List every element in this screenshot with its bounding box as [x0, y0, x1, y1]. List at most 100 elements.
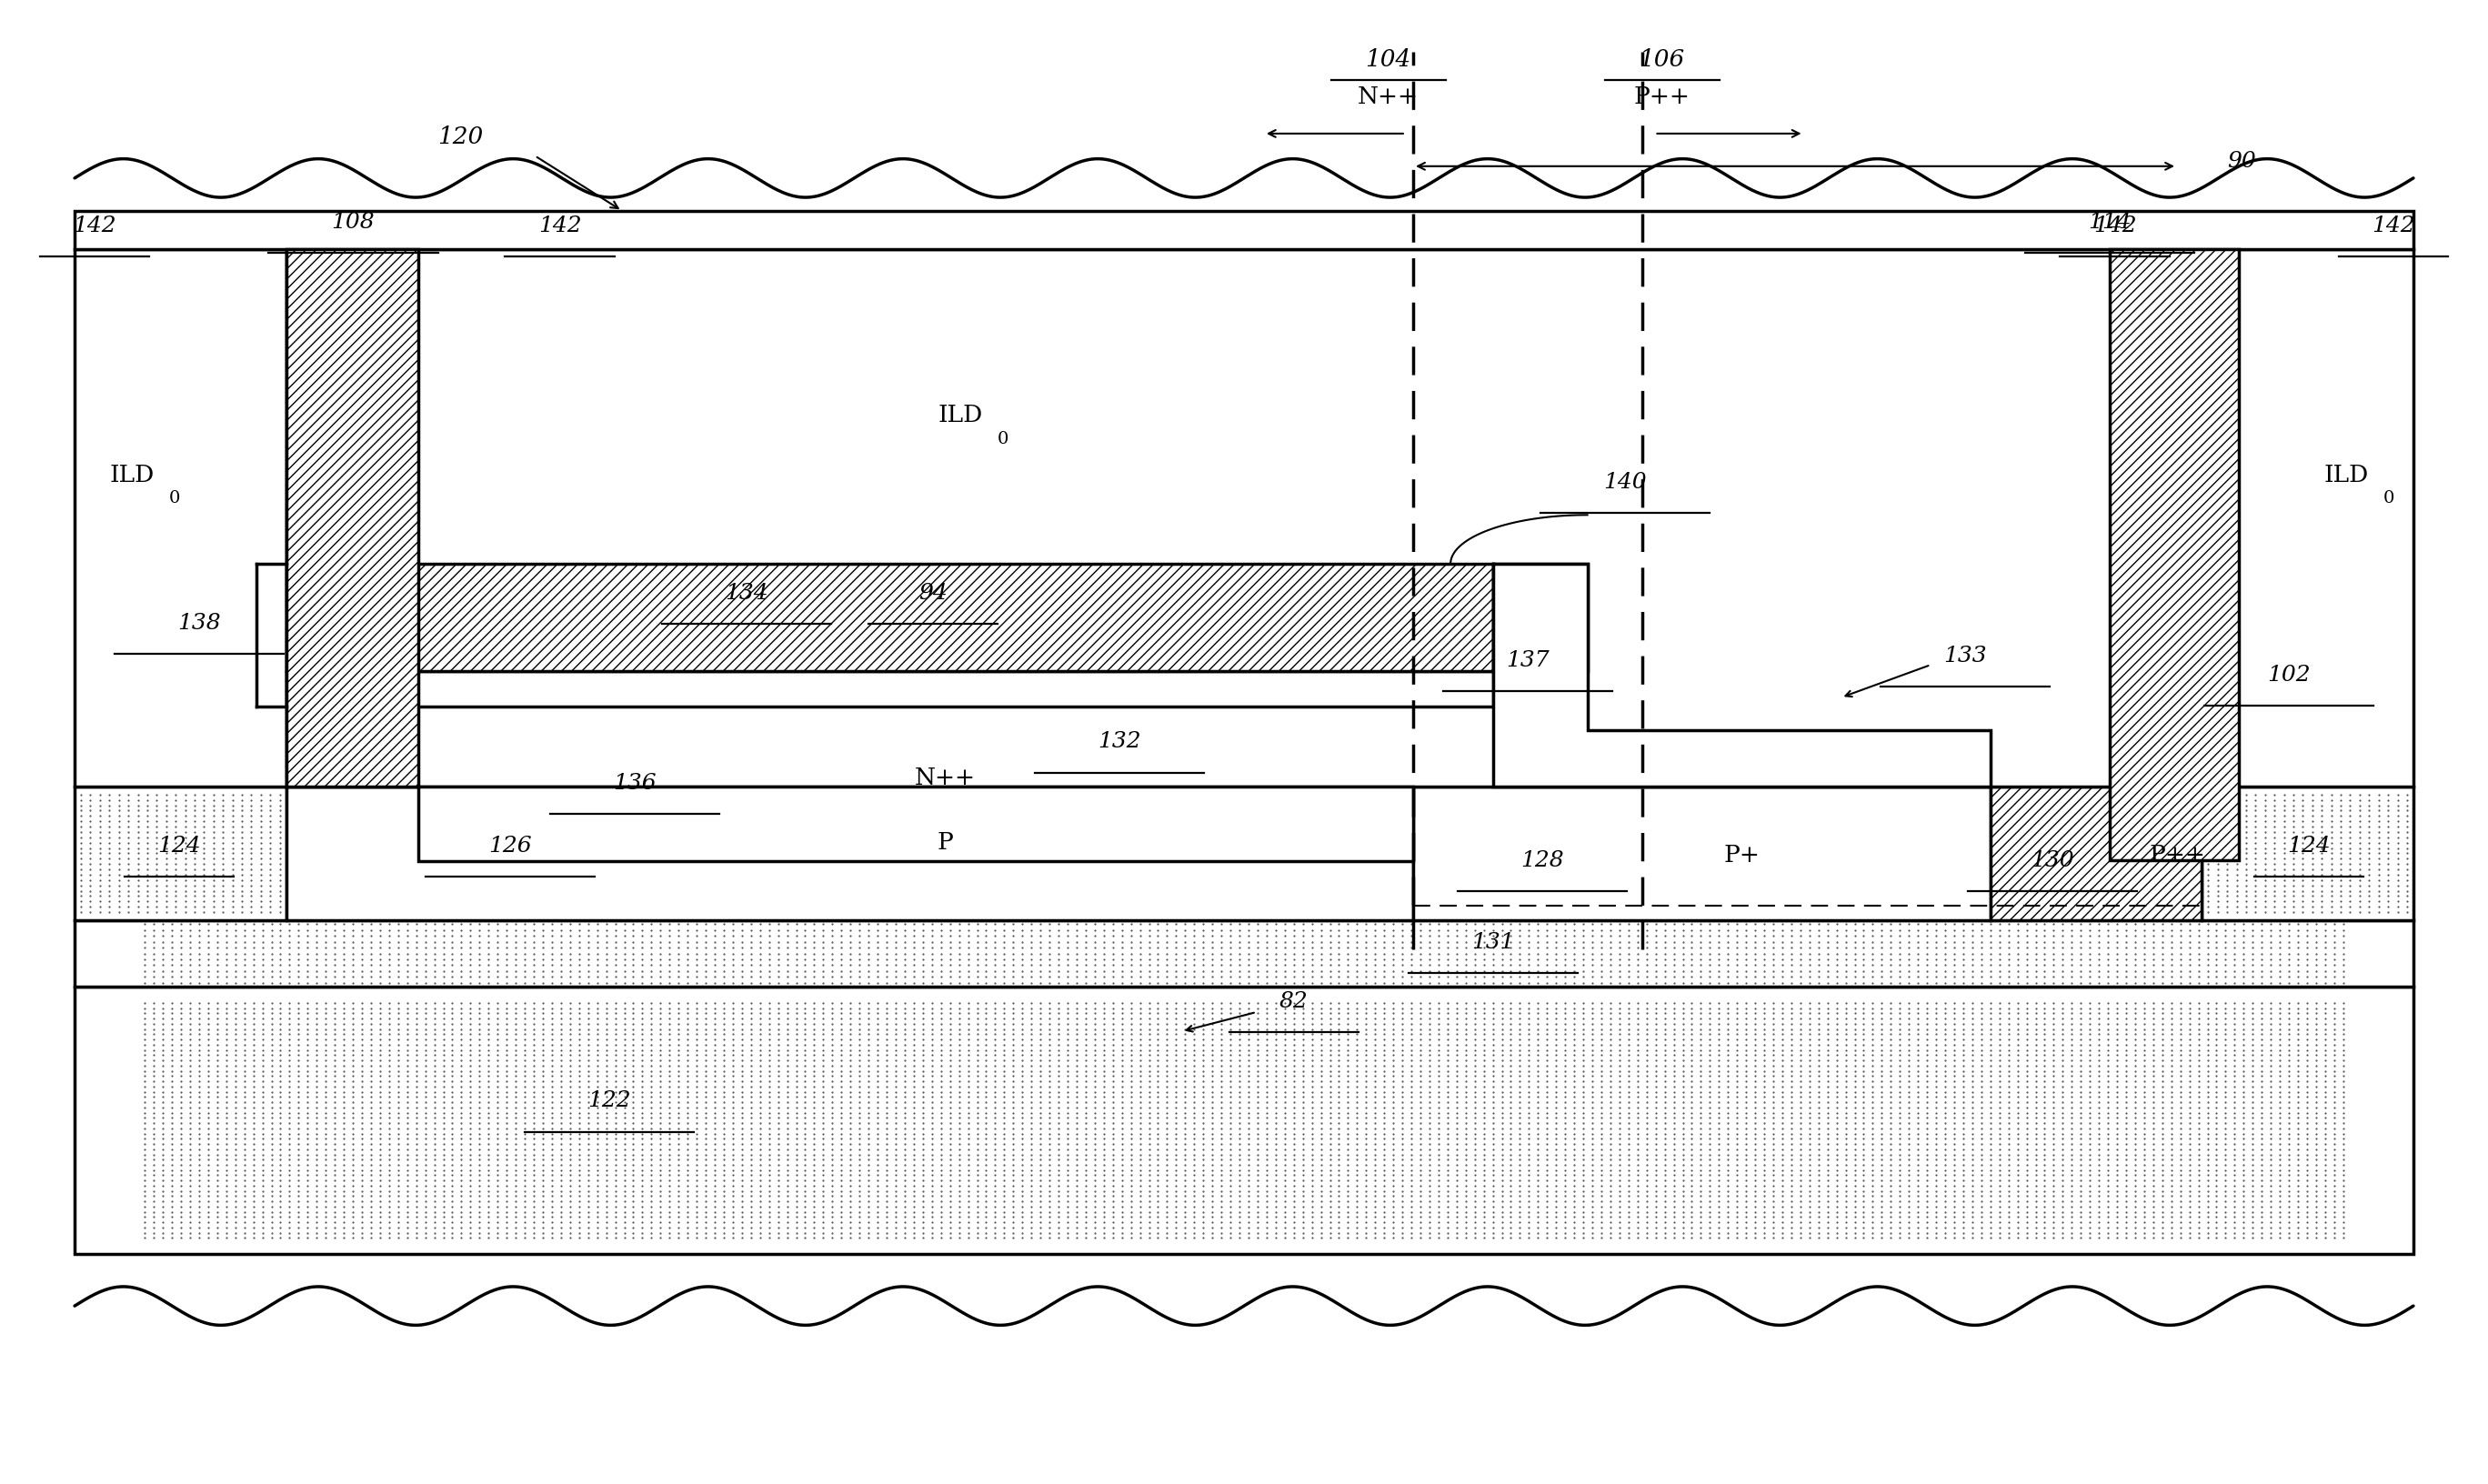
- Point: [1980, 1116, 2020, 1140]
- Point: [615, 1037, 654, 1061]
- Point: [127, 889, 167, 913]
- Point: [2259, 1064, 2299, 1088]
- Point: [2132, 1180, 2172, 1204]
- Point: [903, 1043, 943, 1067]
- Point: [1888, 1106, 1928, 1129]
- Point: [440, 913, 480, 936]
- Point: [505, 913, 545, 936]
- Point: [1463, 936, 1503, 960]
- Point: [2296, 1012, 2336, 1036]
- Point: [1500, 971, 1540, 994]
- Point: [1744, 1112, 1784, 1135]
- Point: [1970, 919, 2010, 942]
- Point: [2008, 1006, 2048, 1030]
- Point: [1998, 1006, 2038, 1030]
- Point: [1888, 1215, 1928, 1239]
- Point: [1562, 953, 1602, 976]
- Point: [1771, 913, 1811, 936]
- Point: [1256, 1116, 1296, 1140]
- Point: [739, 1116, 779, 1140]
- Point: [540, 1190, 580, 1214]
- Point: [495, 1080, 535, 1104]
- Point: [1319, 1064, 1358, 1088]
- Point: [134, 1101, 174, 1125]
- Point: [2008, 1226, 2048, 1250]
- Point: [903, 1215, 943, 1239]
- Point: [866, 1153, 906, 1177]
- Point: [1373, 1180, 1413, 1204]
- Point: [2232, 1190, 2272, 1214]
- Point: [1455, 1074, 1495, 1098]
- Point: [2142, 1112, 2182, 1135]
- Point: [1274, 1116, 1314, 1140]
- Point: [152, 1168, 192, 1192]
- Point: [1120, 996, 1159, 1020]
- Point: [1003, 1190, 1042, 1214]
- Point: [2070, 1184, 2110, 1208]
- Point: [1590, 1112, 1630, 1135]
- Point: [1311, 913, 1351, 936]
- Point: [251, 930, 291, 954]
- Point: [794, 1074, 833, 1098]
- Point: [1943, 1132, 1983, 1156]
- Point: [821, 1221, 861, 1245]
- Point: [831, 1095, 871, 1119]
- Point: [1662, 953, 1702, 976]
- Point: [714, 1153, 754, 1177]
- Point: [1682, 1080, 1722, 1104]
- Point: [2214, 996, 2254, 1020]
- Point: [1689, 913, 1729, 936]
- Point: [1436, 1106, 1475, 1129]
- Point: [1754, 1033, 1794, 1057]
- Point: [1020, 1027, 1060, 1051]
- Point: [1881, 1064, 1921, 1088]
- Point: [1455, 1153, 1495, 1177]
- Point: [587, 991, 627, 1015]
- Point: [2214, 1147, 2254, 1171]
- Point: [2224, 1205, 2264, 1229]
- Point: [2025, 1085, 2065, 1109]
- Point: [1953, 1060, 1993, 1083]
- Point: [1545, 936, 1585, 960]
- Point: [1617, 1153, 1657, 1177]
- Point: [1988, 953, 2028, 976]
- Point: [1834, 996, 1873, 1020]
- Point: [704, 947, 744, 971]
- Point: [269, 1195, 309, 1218]
- Point: [261, 1147, 301, 1171]
- Point: [2197, 835, 2237, 859]
- Point: [2015, 996, 2055, 1020]
- Point: [1689, 1017, 1729, 1040]
- Point: [876, 1043, 916, 1067]
- Point: [2033, 1205, 2073, 1229]
- Point: [677, 1153, 717, 1177]
- Point: [632, 947, 672, 971]
- Point: [1075, 1201, 1115, 1224]
- Point: [1961, 1112, 2000, 1135]
- Point: [2214, 1211, 2254, 1235]
- Point: [396, 1180, 435, 1204]
- Point: [639, 919, 679, 942]
- Point: [1030, 1163, 1070, 1187]
- Point: [1003, 1137, 1042, 1160]
- Point: [1961, 1033, 2000, 1057]
- Point: [605, 1006, 644, 1030]
- Point: [876, 925, 916, 948]
- Point: [587, 1033, 627, 1057]
- Point: [2160, 930, 2199, 954]
- Point: [1020, 1112, 1060, 1135]
- Point: [1030, 1091, 1070, 1114]
- Point: [1908, 1095, 1948, 1119]
- Point: [687, 919, 726, 942]
- Point: [184, 798, 224, 822]
- Point: [821, 1074, 861, 1098]
- Point: [1980, 996, 2020, 1020]
- Point: [1047, 1201, 1087, 1224]
- Polygon shape: [1493, 564, 1990, 787]
- Point: [2015, 913, 2055, 936]
- Point: [207, 1180, 246, 1204]
- Point: [1020, 1074, 1060, 1098]
- Point: [515, 1180, 555, 1204]
- Point: [224, 1002, 264, 1025]
- Point: [1137, 1095, 1177, 1119]
